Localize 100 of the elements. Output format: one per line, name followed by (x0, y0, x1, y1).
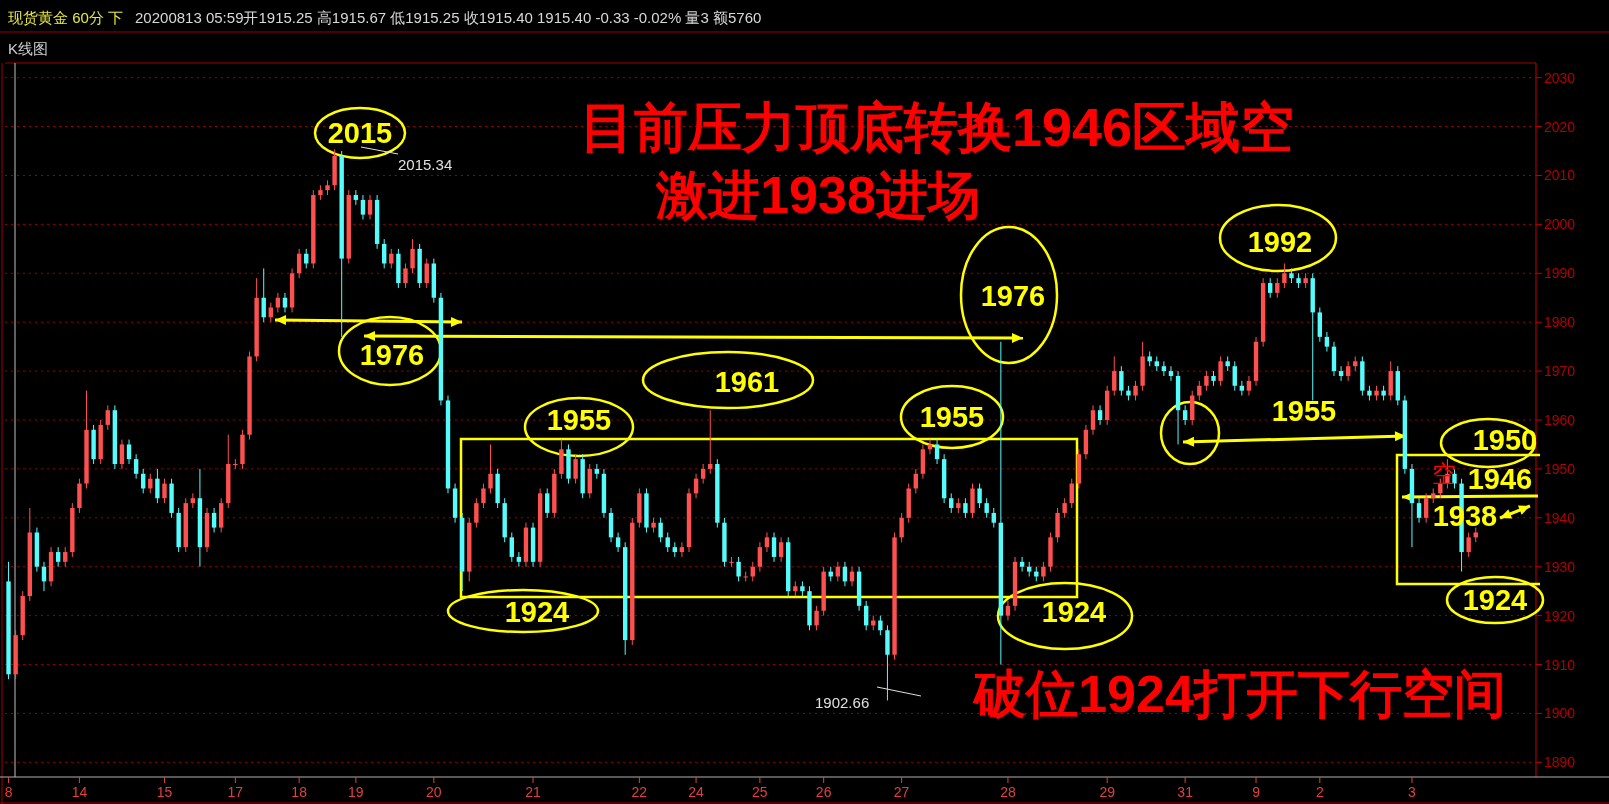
candlestick (1324, 331, 1330, 353)
candlestick (1097, 404, 1103, 426)
candlestick (1416, 497, 1422, 524)
candlestick (1466, 531, 1471, 558)
annotation: 1961 (714, 366, 780, 398)
y-tick-label: 2020 (1544, 118, 1576, 135)
y-tick-label: 1950 (1544, 460, 1576, 477)
candlestick (1090, 404, 1096, 436)
candlestick (353, 189, 359, 206)
candlestick (1232, 360, 1237, 392)
candlestick (1268, 277, 1273, 299)
candlestick (233, 458, 238, 470)
candlestick (360, 194, 366, 220)
x-tick-label: 9 (1252, 784, 1261, 800)
candlestick (1246, 375, 1252, 397)
x-tick-label: 2 (1315, 784, 1324, 800)
candlestick (977, 483, 982, 509)
x-tick-label: 29 (1099, 784, 1116, 800)
candlestick (1338, 365, 1344, 382)
annotation: 目前压力顶底转换1946区域空 (579, 97, 1295, 157)
x-tick-label: 17 (227, 784, 244, 800)
candlestick (1112, 355, 1117, 397)
candlestick (700, 463, 706, 485)
chart-title: 现货黄金 60分 下 (8, 9, 124, 26)
candlestick (1218, 355, 1223, 387)
candlestick (1041, 561, 1046, 582)
candlestick (658, 517, 663, 543)
candlestick (410, 238, 415, 274)
annotation: 1955 (546, 404, 612, 436)
candlestick (1168, 365, 1174, 382)
candlestick (126, 439, 132, 465)
candlestick (729, 556, 734, 568)
candlestick (615, 531, 621, 553)
candlestick (63, 546, 68, 568)
candlestick (474, 497, 479, 529)
annotation: 2015 (327, 117, 393, 149)
candlestick (211, 507, 217, 533)
candlestick (991, 507, 996, 529)
x-tick-label: 21 (525, 784, 542, 800)
x-tick-label: 20 (426, 784, 442, 800)
y-tick-label: 2030 (1544, 69, 1576, 86)
candlestick (1119, 365, 1124, 397)
candlestick (1204, 370, 1209, 392)
annotation: 1976 (980, 280, 1046, 312)
candlestick (1019, 556, 1025, 573)
y-tick-label: 1980 (1544, 314, 1576, 331)
annotation: 1955 (1271, 395, 1337, 427)
candlestick (899, 512, 904, 543)
y-tick-label: 1930 (1544, 558, 1576, 575)
y-tick-label: 1970 (1544, 363, 1576, 380)
x-tick-label: 3 (1408, 784, 1417, 800)
candlestick (282, 292, 288, 313)
candlestick (984, 497, 989, 519)
annotation: 1924 (1462, 584, 1528, 616)
candlestick (382, 238, 387, 269)
candlestick (814, 605, 819, 631)
x-tick-label: 19 (348, 784, 364, 800)
candlestick (963, 497, 968, 519)
candlestick (1197, 380, 1202, 401)
y-tick-label: 1940 (1544, 509, 1576, 526)
annotation: 1976 (359, 339, 425, 371)
x-tick-label: 14 (71, 784, 88, 800)
annotation: 1924 (504, 596, 570, 628)
candlestick (679, 541, 685, 558)
candlestick (516, 551, 522, 568)
annotation: 2015.34 (398, 156, 453, 173)
candlestick (148, 473, 153, 494)
candlestick (665, 531, 670, 553)
candlestick (162, 478, 167, 504)
x-tick-label: 24 (688, 784, 705, 800)
candlestick (155, 468, 160, 504)
candlestick (1062, 497, 1067, 519)
candlestick (403, 263, 408, 289)
candlestick (708, 409, 713, 475)
x-tick-label: 22 (631, 784, 648, 800)
candlestick (389, 248, 394, 269)
candlestick (367, 194, 373, 220)
annotation: 1955 (919, 401, 985, 433)
candlestick (1133, 380, 1138, 401)
candlestick (545, 487, 550, 519)
y-tick-label: 2000 (1544, 216, 1576, 233)
candlestick (764, 531, 770, 553)
y-tick-label: 1910 (1544, 656, 1576, 673)
annotation: 1946 (1467, 463, 1533, 495)
x-tick-label: 8 (4, 784, 13, 800)
candlestick (778, 536, 784, 563)
x-tick-label: 25 (752, 784, 768, 800)
candlestick (1275, 277, 1280, 299)
candlestick (927, 439, 933, 455)
annotation: 破位1924打开下行空间 (972, 665, 1506, 723)
x-tick-label: 18 (291, 784, 308, 800)
candlestick (1161, 360, 1167, 377)
y-tick-label: 1920 (1544, 607, 1576, 624)
candlestick (771, 531, 777, 563)
candlestick (304, 248, 309, 269)
x-tick-label: 26 (815, 784, 832, 800)
candlestick (757, 541, 763, 573)
y-tick-label: 1960 (1544, 412, 1576, 428)
y-tick-label: 2010 (1544, 167, 1576, 184)
candlestick (1282, 263, 1287, 289)
